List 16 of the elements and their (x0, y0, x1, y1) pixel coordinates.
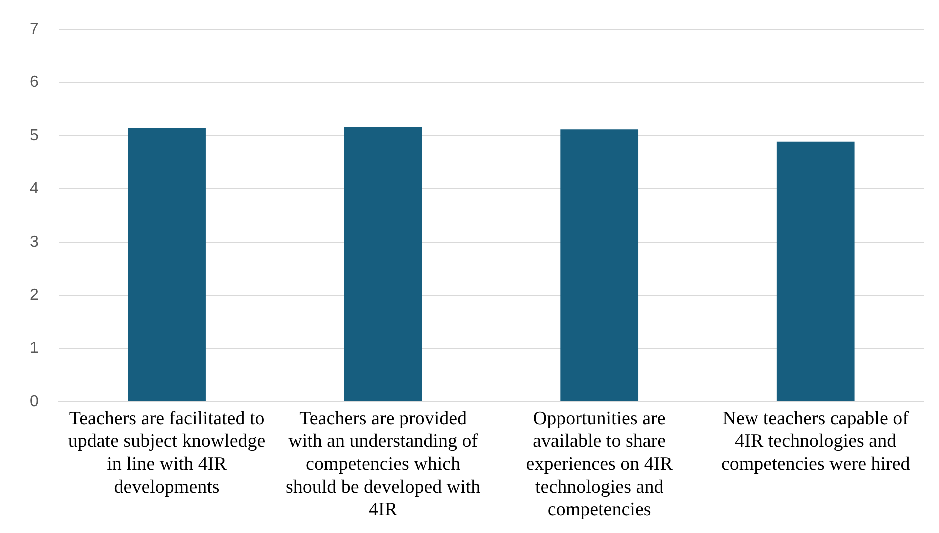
x-tick-label: Opportunities are available to share experiences on 4IR technologies and competencies (526, 408, 674, 521)
y-tick-label: 1 (30, 340, 39, 358)
y-tick-label: 2 (30, 287, 39, 304)
bar (344, 127, 422, 402)
y-tick-label: 4 (30, 180, 39, 198)
y-tick-label: 3 (30, 234, 39, 251)
bar (560, 130, 639, 402)
x-tick-label: Teachers are facilitated to update subject knowledge in line with 4IR developments (68, 408, 266, 498)
y-tick-label: 7 (30, 21, 39, 38)
bar (776, 142, 855, 402)
y-tick-label: 0 (30, 393, 39, 410)
y-tick-label: 6 (30, 74, 39, 92)
y-tick-label: 5 (30, 127, 39, 144)
x-tick-label: Teachers are provided with an understanding of competencies which should be developed with 4IR (286, 408, 482, 521)
bar (128, 128, 206, 402)
x-tick-label: New teachers capable of 4IR technologies and competencies were hired (721, 408, 911, 475)
